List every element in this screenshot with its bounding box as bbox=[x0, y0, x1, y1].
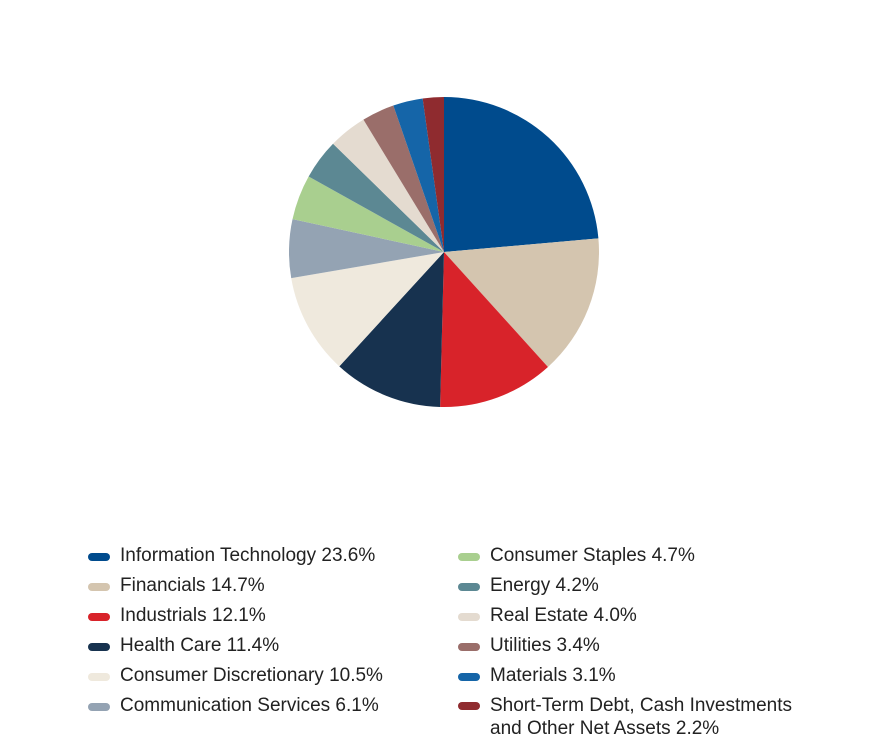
legend-swatch bbox=[88, 583, 110, 591]
legend-label: Short-Term Debt, Cash Investments and Ot… bbox=[490, 695, 792, 741]
legend-label: Health Care 11.4% bbox=[120, 635, 279, 658]
legend-item: Consumer Staples 4.7% bbox=[458, 545, 888, 568]
legend-swatch bbox=[458, 613, 480, 621]
pie-slice bbox=[444, 97, 598, 252]
legend-label: Communication Services 6.1% bbox=[120, 695, 379, 718]
legend-swatch bbox=[458, 673, 480, 681]
legend-column-right: Consumer Staples 4.7% Energy 4.2% Real Est… bbox=[458, 545, 888, 748]
legend-column-left: Information Technology 23.6% Financials 1… bbox=[88, 545, 458, 748]
legend-swatch bbox=[88, 613, 110, 621]
legend-swatch bbox=[88, 553, 110, 561]
legend-item: Information Technology 23.6% bbox=[88, 545, 458, 568]
legend-swatch bbox=[88, 673, 110, 681]
legend-label: Materials 3.1% bbox=[490, 665, 616, 688]
legend-swatch bbox=[458, 583, 480, 591]
legend-swatch bbox=[88, 643, 110, 651]
legend-item: Communication Services 6.1% bbox=[88, 695, 458, 718]
legend-item: Energy 4.2% bbox=[458, 575, 888, 598]
legend-item: Consumer Discretionary 10.5% bbox=[88, 665, 458, 688]
legend-item: Short-Term Debt, Cash Investments and Ot… bbox=[458, 695, 888, 741]
legend-label: Financials 14.7% bbox=[120, 575, 265, 598]
legend-item: Financials 14.7% bbox=[88, 575, 458, 598]
legend-label: Utilities 3.4% bbox=[490, 635, 600, 658]
legend-label: Industrials 12.1% bbox=[120, 605, 266, 628]
legend-item: Real Estate 4.0% bbox=[458, 605, 888, 628]
legend-swatch bbox=[458, 643, 480, 651]
legend-item: Health Care 11.4% bbox=[88, 635, 458, 658]
legend-item: Utilities 3.4% bbox=[458, 635, 888, 658]
legend-item: Industrials 12.1% bbox=[88, 605, 458, 628]
pie-chart-area bbox=[0, 0, 888, 500]
legend-item: Materials 3.1% bbox=[458, 665, 888, 688]
legend-label: Energy 4.2% bbox=[490, 575, 599, 598]
legend-swatch bbox=[458, 553, 480, 561]
legend-swatch bbox=[458, 702, 480, 710]
legend-label: Information Technology 23.6% bbox=[120, 545, 375, 568]
legend-swatch bbox=[88, 703, 110, 711]
legend: Information Technology 23.6% Financials 1… bbox=[88, 545, 888, 748]
pie-chart bbox=[289, 82, 599, 422]
legend-label: Consumer Discretionary 10.5% bbox=[120, 665, 383, 688]
legend-label: Consumer Staples 4.7% bbox=[490, 545, 695, 568]
legend-label: Real Estate 4.0% bbox=[490, 605, 637, 628]
